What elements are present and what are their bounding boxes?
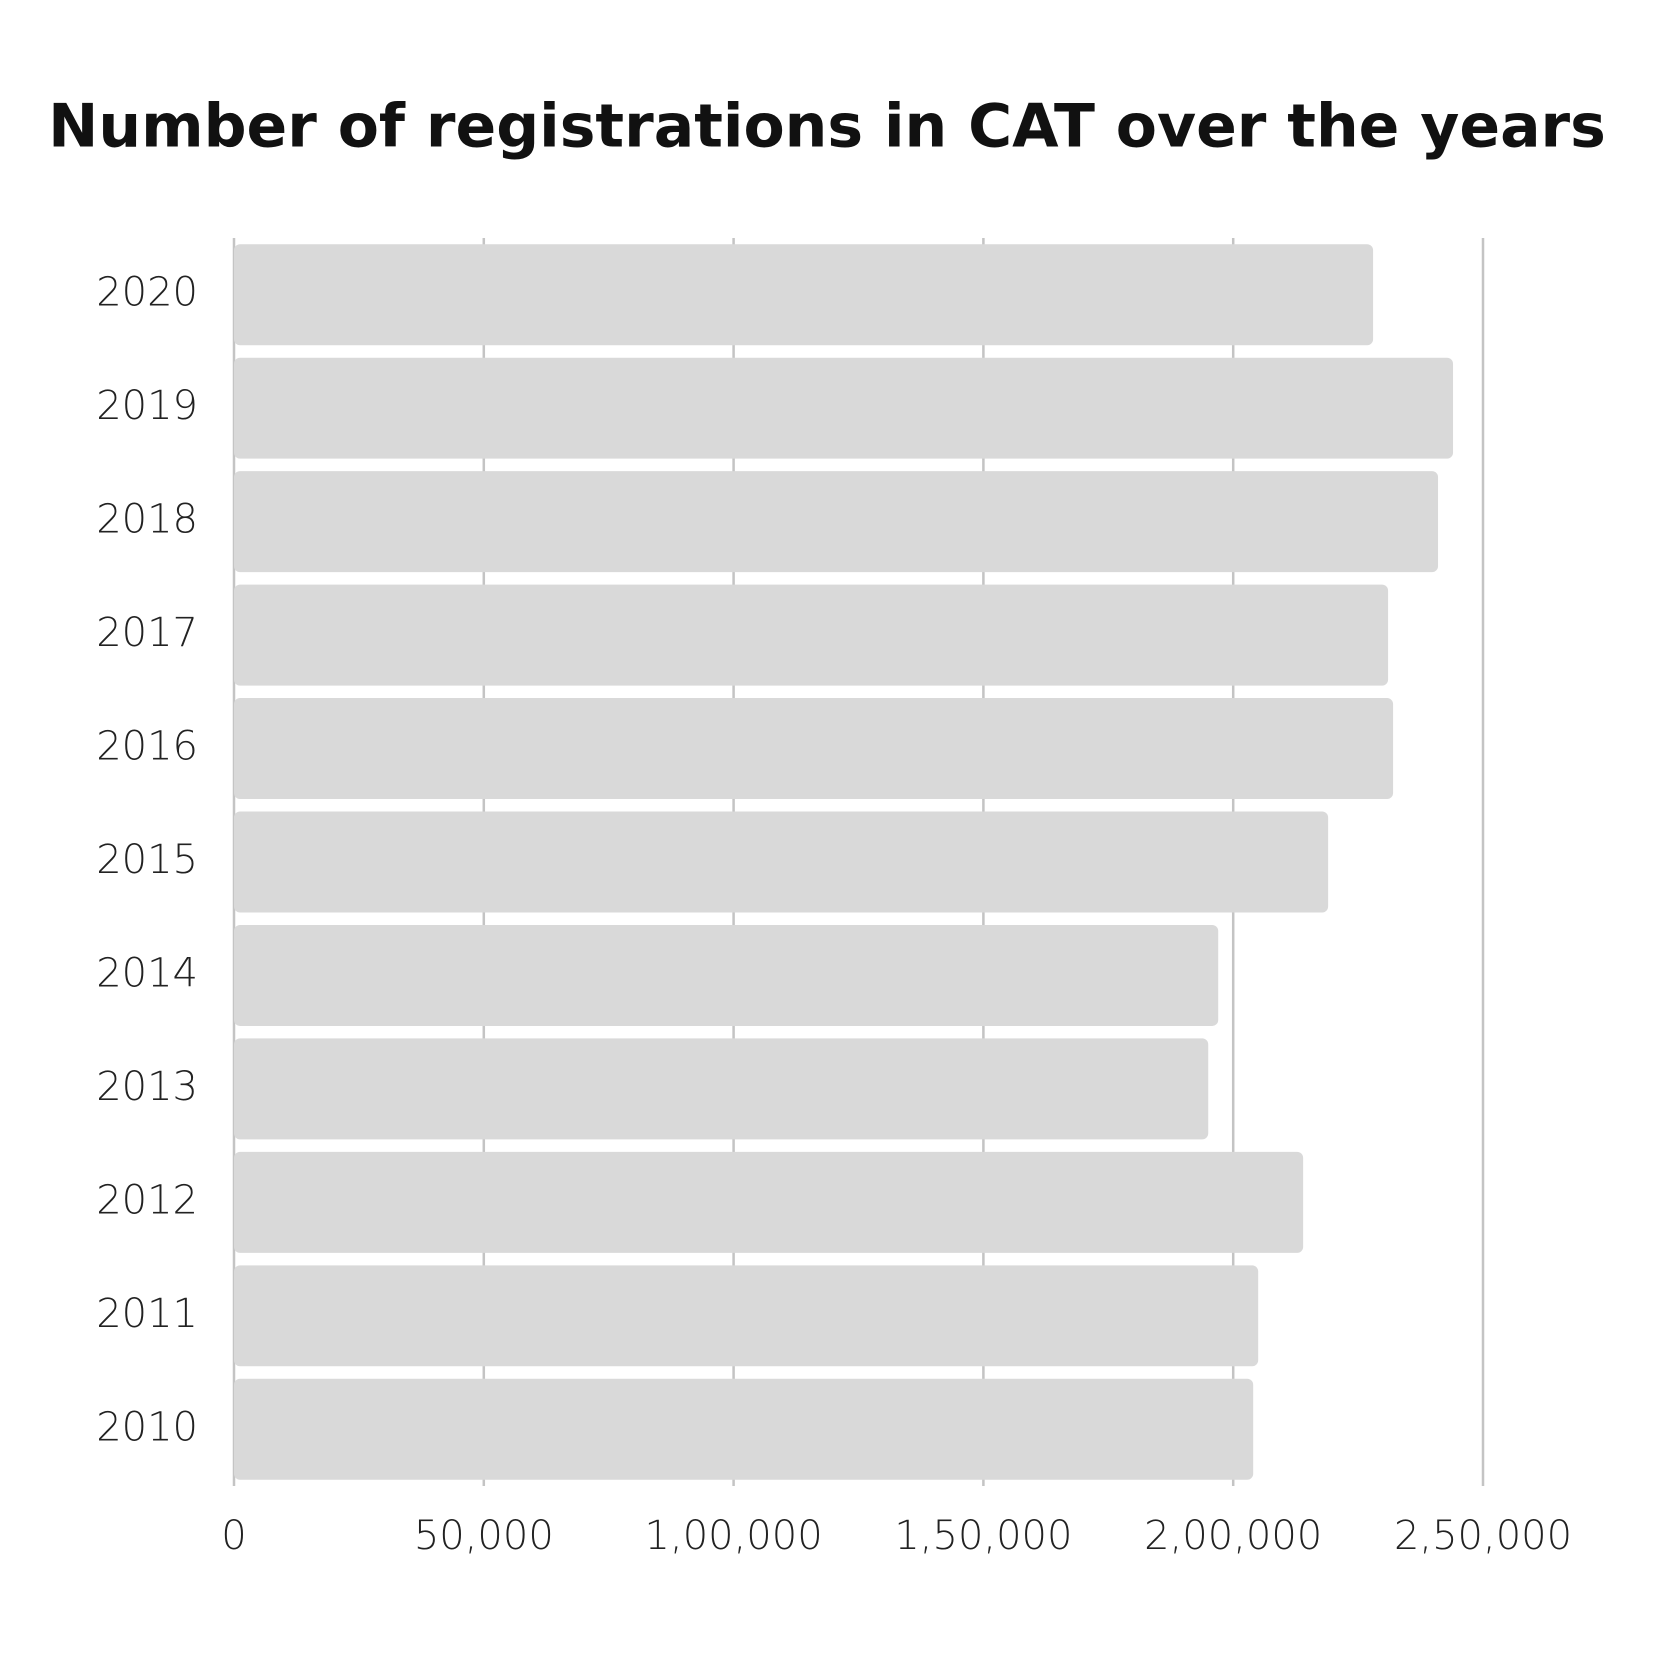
- y-tick-label: 2011: [96, 1291, 198, 1337]
- bar: [234, 1151, 1304, 1253]
- y-tick-label: 2010: [96, 1404, 198, 1450]
- y-tick-label: 2019: [96, 383, 198, 429]
- x-tick-label: 1,50,000: [894, 1513, 1072, 1559]
- y-tick-label: 2012: [96, 1177, 198, 1223]
- bar: [234, 698, 1394, 800]
- y-tick-label: 2018: [96, 497, 198, 543]
- y-tick-label: 2013: [96, 1064, 198, 1110]
- y-tick-label: 2014: [96, 950, 198, 996]
- bar: [234, 1265, 1259, 1367]
- y-tick-label: 2015: [96, 837, 198, 883]
- x-tick-label: 0: [221, 1513, 246, 1559]
- bar: [234, 244, 1374, 346]
- bar: [234, 1378, 1254, 1480]
- y-tick-label: 2017: [96, 610, 198, 656]
- chart-title: Number of registrations in CAT over the …: [48, 92, 1606, 162]
- x-tick-label: 50,000: [414, 1513, 554, 1559]
- x-tick-label: 1,00,000: [645, 1513, 823, 1559]
- bar: [234, 357, 1454, 459]
- bar: [234, 924, 1219, 1026]
- bar: [234, 584, 1389, 686]
- y-tick-label: 2020: [96, 270, 198, 316]
- y-tick-label: 2016: [96, 724, 198, 770]
- bar: [234, 471, 1439, 573]
- bar: [234, 1038, 1209, 1140]
- bar: [234, 811, 1329, 913]
- x-tick-label: 2,50,000: [1394, 1513, 1572, 1559]
- x-tick-label: 2,00,000: [1144, 1513, 1322, 1559]
